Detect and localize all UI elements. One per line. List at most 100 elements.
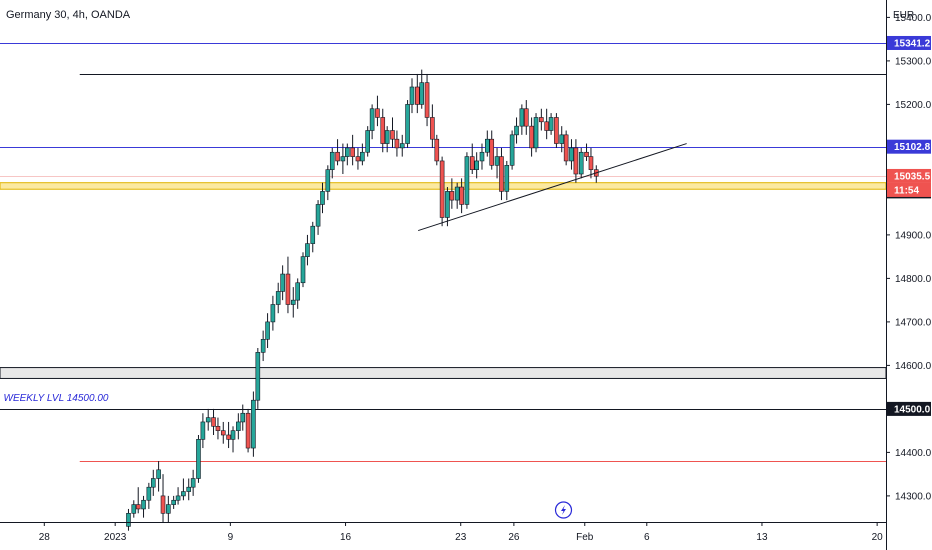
y-tick-label: 14400.0 bbox=[895, 448, 932, 459]
x-tick-label: 23 bbox=[455, 532, 467, 543]
price-badge-text: 14500.0 bbox=[894, 404, 931, 415]
price-badge: 15341.2 bbox=[887, 35, 931, 50]
price-badge: 15102.8 bbox=[887, 139, 931, 154]
candle-body bbox=[459, 186, 464, 205]
candle-body bbox=[464, 156, 470, 205]
candle-body bbox=[186, 486, 192, 492]
candle-body bbox=[499, 156, 504, 192]
candle-body bbox=[509, 134, 515, 166]
candle-body bbox=[260, 338, 266, 353]
candle-body bbox=[430, 117, 435, 140]
x-tick-label: 26 bbox=[508, 532, 520, 543]
candle-body bbox=[320, 191, 325, 205]
candle-body bbox=[160, 495, 166, 514]
candle-body bbox=[569, 147, 574, 162]
candle-body bbox=[275, 291, 281, 305]
price-badge-bg bbox=[887, 139, 931, 154]
candle-body bbox=[584, 151, 589, 157]
candle-body bbox=[514, 125, 519, 136]
candle-body bbox=[588, 156, 594, 170]
candle-body bbox=[230, 430, 236, 440]
candle-body bbox=[251, 399, 256, 449]
candle-body bbox=[539, 117, 544, 123]
y-tick-label: 15400.0 bbox=[895, 13, 932, 24]
candle-body bbox=[226, 434, 231, 440]
x-tick-label: 28 bbox=[39, 532, 51, 543]
price-badge-bg bbox=[887, 35, 931, 50]
candle-body bbox=[245, 412, 251, 449]
candle-body bbox=[554, 117, 559, 144]
candle-body bbox=[181, 491, 186, 497]
candle-body bbox=[504, 165, 510, 192]
candle-body bbox=[394, 138, 400, 149]
price-badge: 14500.0 bbox=[887, 401, 931, 416]
candle-body bbox=[424, 82, 430, 118]
candle-body bbox=[548, 117, 554, 131]
candle-body bbox=[295, 282, 300, 301]
x-tick-label: 16 bbox=[340, 532, 352, 543]
candle-body bbox=[409, 86, 415, 105]
candle-body bbox=[563, 134, 569, 162]
candle-body bbox=[190, 478, 196, 488]
candle-body bbox=[200, 421, 206, 440]
candle-body bbox=[205, 417, 211, 423]
x-tick-label: Feb bbox=[576, 532, 594, 543]
candle-body bbox=[529, 125, 534, 149]
y-tick-label: 14300.0 bbox=[895, 491, 932, 502]
x-tick-label: 6 bbox=[644, 532, 650, 543]
x-tick-label: 2023 bbox=[104, 532, 127, 543]
zone-gray bbox=[0, 367, 887, 379]
candle-body bbox=[360, 151, 365, 162]
candle-body bbox=[166, 504, 171, 514]
candle-body bbox=[329, 151, 335, 170]
candle-body bbox=[484, 138, 490, 153]
candle-body bbox=[171, 499, 176, 505]
candle-body bbox=[305, 243, 310, 257]
candle-body bbox=[290, 299, 296, 305]
candle-body bbox=[578, 151, 584, 175]
candle-body bbox=[315, 204, 321, 227]
candle-body bbox=[265, 321, 270, 340]
candle-body bbox=[415, 86, 420, 105]
candle-body bbox=[479, 151, 485, 162]
candle-body bbox=[285, 273, 291, 305]
price-badge-bg bbox=[887, 168, 931, 183]
candle-body bbox=[240, 412, 246, 423]
x-tick-label: 9 bbox=[228, 532, 234, 543]
candle-body bbox=[523, 108, 529, 127]
candle-body bbox=[380, 117, 386, 144]
candle-body bbox=[325, 169, 331, 192]
y-tick-label: 14700.0 bbox=[895, 317, 932, 328]
candle-body bbox=[236, 421, 241, 431]
candle-body bbox=[220, 430, 226, 436]
countdown-bg bbox=[887, 182, 931, 197]
candle-body bbox=[211, 417, 216, 427]
candle-body bbox=[419, 82, 425, 105]
candle-body bbox=[384, 130, 390, 144]
y-tick-label: 14600.0 bbox=[895, 361, 932, 372]
candle-body bbox=[399, 143, 405, 149]
candle-body bbox=[150, 478, 156, 488]
y-tick-label: 15200.0 bbox=[895, 100, 932, 111]
lightning-bolt bbox=[560, 505, 566, 515]
candle-body bbox=[175, 495, 181, 501]
candle-body bbox=[255, 352, 261, 401]
candle-body bbox=[375, 108, 380, 118]
candle-body bbox=[533, 117, 539, 149]
candle-body bbox=[445, 191, 450, 218]
price-badge-text: 15035.5 bbox=[894, 171, 931, 182]
candle-body bbox=[215, 425, 221, 431]
symbol-title[interactable]: Germany 30, 4h, OANDA bbox=[6, 9, 131, 21]
candle-body bbox=[126, 512, 131, 527]
candle-body bbox=[573, 147, 579, 175]
candle-body bbox=[434, 138, 440, 162]
candle-body bbox=[355, 156, 361, 162]
candle-body bbox=[340, 156, 346, 162]
currency-label: EUR bbox=[893, 10, 914, 21]
candle-body bbox=[494, 156, 500, 166]
candle-body bbox=[310, 225, 316, 244]
candle-body bbox=[350, 147, 355, 157]
candle-body bbox=[369, 108, 375, 131]
